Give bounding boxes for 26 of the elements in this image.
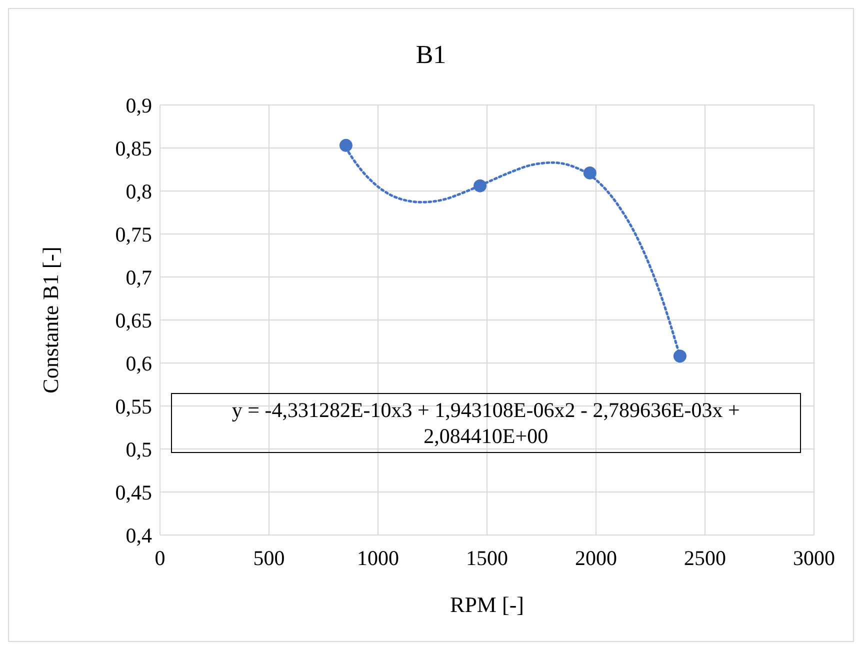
chart-title: B1 [416,40,446,69]
y-tick-label: 0,45 [115,480,152,504]
text-box: y = -4,331282E-10x3 + 1,943108E-06x2 - 2,789636E-03x + 2,084410E+00 [170,393,801,454]
y-tick-label: 0,4 [126,523,152,548]
y-tick-label: 0,55 [115,394,152,418]
x-axis-title: RPM [-] [450,592,524,617]
x-tick-label: 3000 [793,546,835,570]
y-tick-label: 0,6 [126,351,152,376]
x-tick-label: 1000 [357,546,399,570]
x-tick-label: 500 [253,546,285,570]
y-tick-label: 0,8 [126,179,152,204]
y-tick-label: 0,65 [115,308,152,332]
x-tick-label: 1500 [466,546,508,570]
y-tick-label: 0,7 [126,265,152,290]
y-tick-label: 0,5 [126,437,152,462]
y-axis-title: Constante B1 [-] [38,246,63,394]
x-tick-label: 0 [154,546,166,570]
x-tick-label: 2500 [684,546,726,570]
y-tick-label: 0,85 [115,136,152,160]
point [474,179,487,192]
point [339,138,352,152]
point [673,350,686,363]
y-tick-label: 0,9 [126,93,152,118]
x-tick-label: 2000 [575,546,617,570]
point [583,166,596,180]
y-tick-label: 0,75 [115,222,152,246]
